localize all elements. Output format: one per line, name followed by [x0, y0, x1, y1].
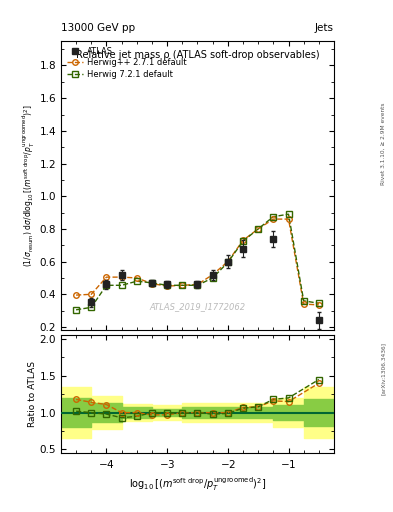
Text: ATLAS_2019_I1772062: ATLAS_2019_I1772062	[149, 303, 246, 312]
Text: [arXiv:1306.3436]: [arXiv:1306.3436]	[381, 342, 386, 395]
Y-axis label: Ratio to ATLAS: Ratio to ATLAS	[28, 361, 37, 427]
Legend: ATLAS, Herwig++ 2.7.1 default, Herwig 7.2.1 default: ATLAS, Herwig++ 2.7.1 default, Herwig 7.…	[65, 45, 188, 80]
Text: Relative jet mass ρ (ATLAS soft-drop observables): Relative jet mass ρ (ATLAS soft-drop obs…	[76, 50, 319, 59]
X-axis label: $\log_{10}[(m^\mathrm{soft\ drop}/p_T^\mathrm{ungroomed})^2]$: $\log_{10}[(m^\mathrm{soft\ drop}/p_T^\m…	[129, 476, 266, 494]
Text: Jets: Jets	[315, 23, 334, 33]
Y-axis label: $(1/\sigma_\mathrm{resum})\ \mathrm{d}\sigma/\mathrm{d}\log_{10}[(m^\mathrm{soft: $(1/\sigma_\mathrm{resum})\ \mathrm{d}\s…	[20, 104, 37, 267]
Text: 13000 GeV pp: 13000 GeV pp	[61, 23, 135, 33]
Text: Rivet 3.1.10, ≥ 2.9M events: Rivet 3.1.10, ≥ 2.9M events	[381, 102, 386, 185]
